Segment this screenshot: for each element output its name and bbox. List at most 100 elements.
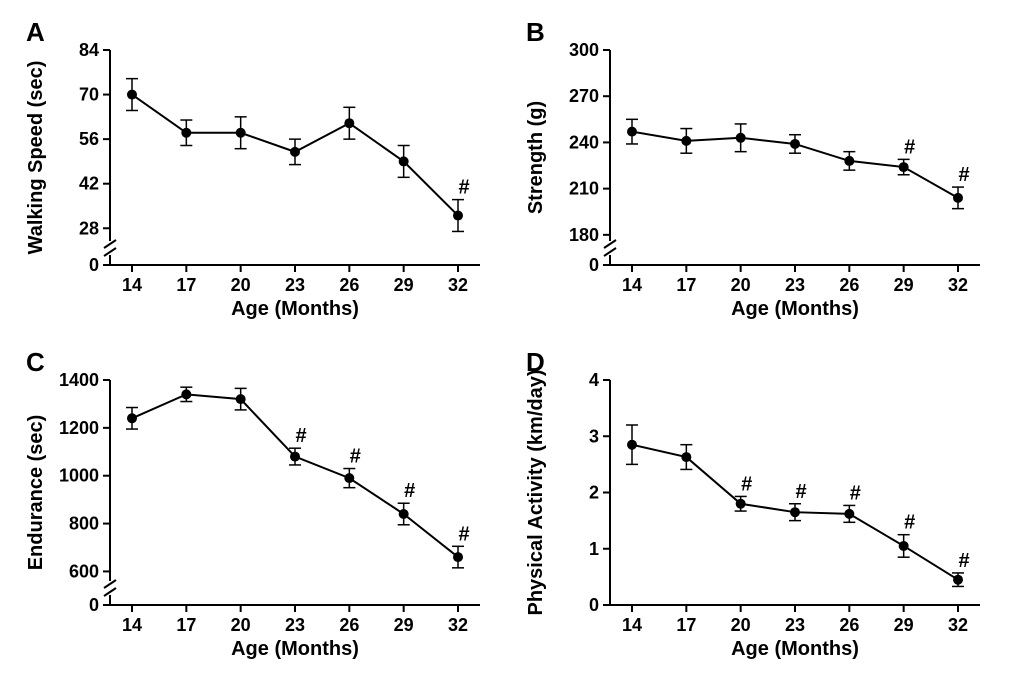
data-marker bbox=[953, 193, 963, 203]
panel-label: B bbox=[526, 17, 545, 47]
panel-label: A bbox=[26, 17, 45, 47]
y-tick-label: 0 bbox=[589, 255, 599, 275]
figure: A1417202326293202842567084Age (Months)Wa… bbox=[0, 0, 1020, 675]
y-tick-label: 0 bbox=[89, 595, 99, 615]
data-line bbox=[132, 394, 458, 557]
y-tick-label: 300 bbox=[569, 40, 599, 60]
data-marker bbox=[790, 139, 800, 149]
x-tick-label: 32 bbox=[948, 275, 968, 295]
data-marker bbox=[453, 552, 463, 562]
x-tick-label: 32 bbox=[448, 615, 468, 635]
panel-B: B 14 17 20 23 26 29 32 0 180 210 240 270 300 Age (Mont… bbox=[520, 15, 1000, 325]
y-axis-label: Strength (g) bbox=[525, 101, 547, 214]
y-tick-label: 240 bbox=[569, 132, 599, 152]
x-tick-label: 14 bbox=[122, 615, 142, 635]
y-tick-label: 0 bbox=[89, 255, 99, 275]
data-marker bbox=[290, 452, 300, 462]
y-tick-label: 1000 bbox=[59, 466, 99, 486]
data-marker bbox=[899, 541, 909, 551]
significance-mark: # bbox=[904, 136, 915, 158]
significance-mark: # bbox=[795, 481, 806, 503]
data-marker bbox=[127, 413, 137, 423]
significance-mark: # bbox=[958, 164, 969, 186]
y-axis-label: Endurance (sec) bbox=[25, 415, 47, 571]
significance-mark: # bbox=[350, 446, 361, 468]
x-tick-label: 29 bbox=[394, 615, 414, 635]
y-tick-label: 270 bbox=[569, 86, 599, 106]
x-tick-label: 20 bbox=[231, 275, 251, 295]
x-tick-label: 20 bbox=[731, 275, 751, 295]
y-tick-label: 2 bbox=[589, 483, 599, 503]
data-marker bbox=[953, 575, 963, 585]
y-tick-label: 180 bbox=[569, 225, 599, 245]
data-marker bbox=[181, 128, 191, 138]
y-tick-label: 56 bbox=[79, 129, 99, 149]
y-tick-label: 800 bbox=[69, 514, 99, 534]
y-tick-label: 3 bbox=[589, 426, 599, 446]
data-marker bbox=[236, 128, 246, 138]
data-marker bbox=[290, 147, 300, 157]
x-tick-label: 17 bbox=[676, 275, 696, 295]
y-tick-label: 1 bbox=[589, 539, 599, 559]
x-tick-label: 14 bbox=[622, 615, 642, 635]
data-marker bbox=[736, 133, 746, 143]
x-tick-label: 20 bbox=[231, 615, 251, 635]
x-tick-label: 14 bbox=[122, 275, 142, 295]
y-tick-label: 600 bbox=[69, 561, 99, 581]
significance-mark: # bbox=[458, 177, 469, 199]
x-axis-label: Age (Months) bbox=[731, 638, 859, 660]
x-tick-label: 23 bbox=[785, 615, 805, 635]
y-axis-label: Walking Speed (sec) bbox=[25, 61, 47, 255]
significance-mark: # bbox=[850, 482, 861, 504]
y-tick-label: 70 bbox=[79, 85, 99, 105]
x-axis-label: Age (Months) bbox=[231, 638, 359, 660]
data-marker bbox=[127, 90, 137, 100]
x-tick-label: 29 bbox=[894, 615, 914, 635]
x-tick-label: 29 bbox=[894, 275, 914, 295]
significance-mark: # bbox=[741, 473, 752, 495]
x-tick-label: 29 bbox=[394, 275, 414, 295]
y-tick-label: 28 bbox=[79, 218, 99, 238]
data-marker bbox=[681, 136, 691, 146]
significance-mark: # bbox=[458, 523, 469, 545]
y-axis-label: Physical Activity (km/day) bbox=[525, 369, 547, 615]
x-tick-label: 26 bbox=[839, 275, 859, 295]
x-tick-label: 32 bbox=[948, 615, 968, 635]
x-tick-label: 17 bbox=[176, 275, 196, 295]
panel-C: C141720232629320600800100012001400Age (M… bbox=[20, 345, 500, 665]
data-marker bbox=[344, 118, 354, 128]
x-tick-label: 32 bbox=[448, 275, 468, 295]
data-marker bbox=[627, 127, 637, 137]
x-tick-label: 17 bbox=[176, 615, 196, 635]
significance-mark: # bbox=[904, 512, 915, 534]
x-tick-label: 20 bbox=[731, 615, 751, 635]
x-tick-label: 23 bbox=[285, 275, 305, 295]
data-marker bbox=[627, 440, 637, 450]
panel-A: A1417202326293202842567084Age (Months)Wa… bbox=[20, 15, 500, 325]
significance-mark: # bbox=[958, 550, 969, 572]
x-tick-label: 26 bbox=[339, 615, 359, 635]
data-marker bbox=[790, 507, 800, 517]
data-marker bbox=[844, 156, 854, 166]
y-tick-label: 84 bbox=[79, 40, 99, 60]
y-tick-label: 210 bbox=[569, 179, 599, 199]
panel-D: D1417202326293201234Age (Months)Physical… bbox=[520, 345, 1000, 665]
x-tick-label: 26 bbox=[839, 615, 859, 635]
data-marker bbox=[399, 156, 409, 166]
data-marker bbox=[399, 509, 409, 519]
y-tick-label: 4 bbox=[589, 370, 599, 390]
x-tick-label: 23 bbox=[785, 275, 805, 295]
x-tick-label: 14 bbox=[622, 275, 642, 295]
y-tick-label: 0 bbox=[589, 595, 599, 615]
x-axis-label: Age (Months) bbox=[731, 298, 859, 320]
y-tick-label: 42 bbox=[79, 174, 99, 194]
x-tick-label: 23 bbox=[285, 615, 305, 635]
data-marker bbox=[681, 452, 691, 462]
data-marker bbox=[736, 499, 746, 509]
data-marker bbox=[844, 509, 854, 519]
panel-label: C bbox=[26, 347, 45, 377]
y-tick-label: 1400 bbox=[59, 370, 99, 390]
data-marker bbox=[344, 473, 354, 483]
data-marker bbox=[181, 389, 191, 399]
data-marker bbox=[236, 394, 246, 404]
